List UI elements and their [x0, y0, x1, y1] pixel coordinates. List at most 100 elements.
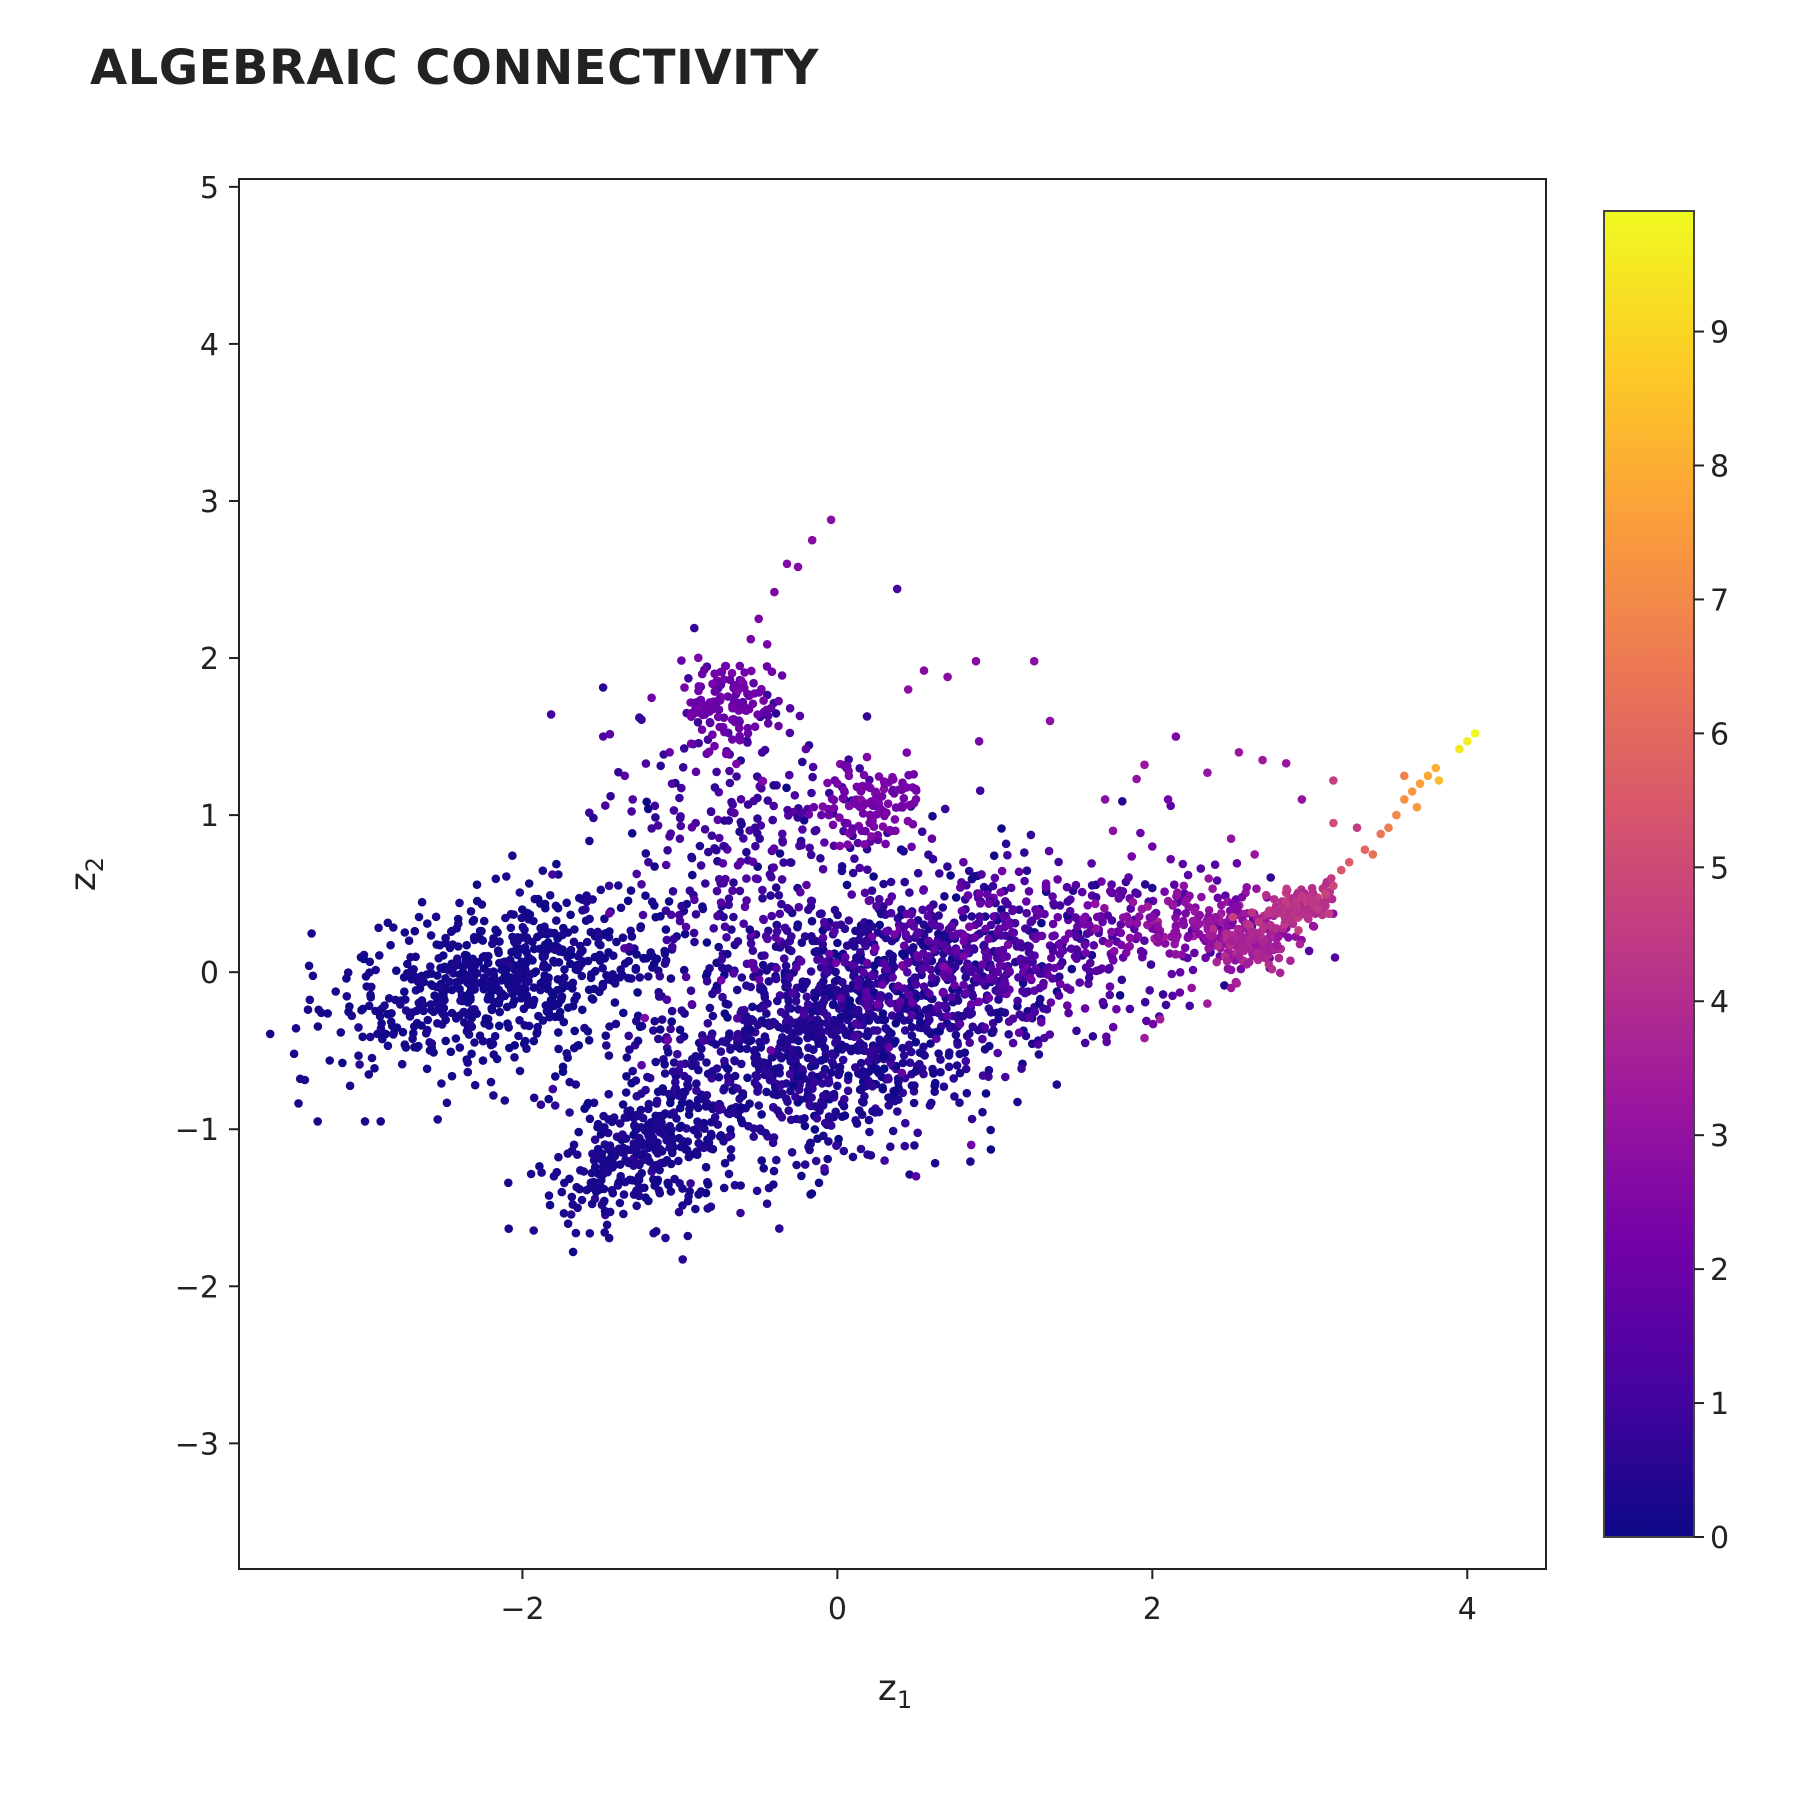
scatter-point	[560, 1178, 569, 1188]
scatter-point	[659, 1158, 669, 1168]
scatter-point	[903, 958, 913, 968]
scatter-point	[1026, 830, 1036, 840]
scatter-point	[414, 912, 424, 922]
scatter-point	[772, 927, 782, 936]
scatter-point	[610, 998, 620, 1007]
scatter-point	[927, 834, 937, 843]
scatter-point	[1132, 774, 1141, 784]
scatter-point	[785, 728, 795, 738]
scatter-point	[803, 1033, 812, 1043]
scatter-point	[842, 1030, 851, 1040]
scatter-point	[996, 888, 1005, 897]
scatter-point	[706, 1129, 716, 1139]
scatter-point	[602, 1041, 611, 1050]
scatter-point	[656, 1025, 665, 1034]
scatter-point	[756, 1043, 766, 1052]
scatter-point	[552, 916, 561, 925]
scatter-point	[925, 904, 935, 913]
scatter-point	[446, 927, 456, 936]
scatter-point	[598, 982, 608, 991]
scatter-point	[782, 1024, 792, 1033]
scatter-point	[661, 1233, 670, 1243]
scatter-point	[981, 924, 990, 934]
scatter-point	[767, 1053, 777, 1062]
scatter-point	[872, 1066, 881, 1075]
scatter-point	[769, 1180, 778, 1189]
scatter-point	[763, 796, 773, 805]
scatter-point	[759, 1164, 768, 1173]
scatter-point	[877, 1038, 886, 1047]
scatter-point	[919, 1042, 928, 1052]
scatter-point	[1118, 797, 1127, 806]
scatter-point	[570, 1026, 579, 1036]
scatter-point	[616, 1171, 625, 1181]
scatter-point	[812, 1026, 822, 1036]
scatter-point	[417, 1021, 426, 1030]
scatter-point	[601, 801, 610, 810]
scatter-point	[1103, 911, 1112, 920]
scatter-point	[868, 1082, 877, 1091]
scatter-point	[632, 1159, 641, 1168]
scatter-point	[805, 843, 814, 853]
scatter-point	[1013, 996, 1022, 1006]
scatter-point	[866, 1151, 876, 1160]
scatter-point	[816, 1039, 826, 1048]
scatter-point	[817, 810, 826, 820]
scatter-point	[716, 975, 726, 985]
scatter-point	[872, 901, 881, 911]
scatter-point	[651, 1057, 660, 1067]
scatter-point	[875, 894, 884, 904]
scatter-point	[663, 846, 672, 855]
scatter-point	[910, 1141, 919, 1150]
scatter-point	[392, 966, 401, 975]
scatter-point	[692, 1147, 702, 1156]
scatter-point	[472, 969, 482, 978]
scatter-point	[447, 1008, 457, 1018]
scatter-point	[796, 1071, 806, 1080]
scatter-point	[798, 825, 807, 834]
scatter-point	[1274, 953, 1284, 963]
scatter-point	[598, 732, 608, 741]
scatter-point	[863, 865, 872, 874]
scatter-point	[305, 995, 315, 1005]
scatter-points	[265, 515, 1480, 1264]
scatter-point	[331, 987, 341, 996]
scatter-point	[1027, 916, 1037, 925]
scatter-point	[712, 886, 722, 896]
scatter-point	[553, 903, 563, 913]
scatter-point	[975, 889, 984, 898]
scatter-point	[549, 991, 558, 1000]
scatter-point	[678, 1087, 688, 1097]
scatter-point	[410, 926, 420, 936]
scatter-point	[1053, 875, 1062, 884]
scatter-point	[813, 946, 822, 956]
scatter-point	[895, 997, 905, 1006]
scatter-point	[1048, 892, 1057, 901]
scatter-point	[1297, 892, 1307, 902]
scatter-point	[325, 1056, 335, 1065]
scatter-point	[911, 980, 921, 989]
scatter-point	[733, 1014, 742, 1023]
scatter-point	[536, 985, 545, 995]
scatter-point	[550, 958, 559, 967]
scatter-point	[1197, 892, 1206, 902]
scatter-point	[525, 970, 534, 980]
scatter-point	[829, 999, 838, 1009]
scatter-point	[725, 1029, 734, 1038]
scatter-point	[1203, 999, 1212, 1008]
scatter-point	[651, 813, 660, 822]
scatter-point	[713, 1120, 723, 1129]
scatter-point	[665, 832, 674, 841]
scatter-point	[1080, 1038, 1090, 1048]
scatter-point	[585, 1229, 595, 1238]
scatter-point	[774, 696, 783, 706]
scatter-point	[1048, 942, 1057, 952]
scatter-point	[840, 1094, 849, 1104]
scatter-point	[800, 932, 810, 941]
scatter-point	[746, 1025, 755, 1034]
scatter-point	[856, 1144, 866, 1154]
scatter-point	[739, 834, 748, 843]
scatter-point	[864, 1115, 874, 1125]
scatter-point	[670, 1174, 679, 1184]
scatter-point	[813, 955, 822, 964]
